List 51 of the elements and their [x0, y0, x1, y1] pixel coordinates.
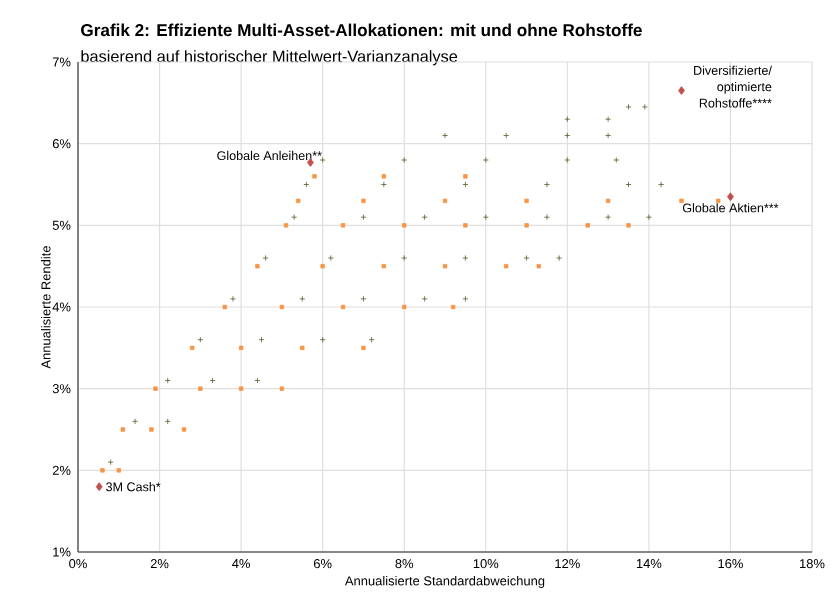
- point: [564, 132, 571, 139]
- point: [254, 377, 261, 384]
- point: [107, 459, 114, 466]
- point: [442, 132, 448, 139]
- point: [421, 295, 428, 302]
- chart-subtitle: basierend auf historischer Mittelwert-Varianzanalyse: [81, 50, 458, 66]
- point: [605, 214, 612, 221]
- point: [303, 181, 310, 188]
- point: [503, 132, 510, 139]
- point: [327, 255, 334, 261]
- point: [462, 181, 469, 188]
- point: [291, 214, 298, 221]
- point: [556, 255, 563, 261]
- point: [678, 86, 685, 95]
- point: [360, 214, 367, 221]
- point: [462, 295, 469, 302]
- point: [543, 214, 550, 221]
- point: [482, 214, 489, 221]
- point: [360, 295, 367, 302]
- point: [564, 157, 571, 163]
- point: [197, 336, 204, 343]
- point: [164, 377, 171, 384]
- point: [523, 255, 530, 261]
- point: [658, 181, 665, 188]
- point: [299, 295, 306, 302]
- point: [727, 192, 734, 202]
- point: [625, 103, 632, 110]
- point: [164, 418, 171, 425]
- point: [258, 336, 265, 343]
- point: [132, 418, 139, 425]
- point: [262, 255, 269, 261]
- point: [95, 482, 103, 492]
- point: [564, 116, 571, 123]
- point: [625, 181, 632, 188]
- point: [368, 336, 375, 343]
- point: [641, 103, 648, 110]
- point: [421, 214, 428, 221]
- chart-title: Grafik 2: Effiziente Multi-Asset-Allokationen: mit und ohne Rohstoffe: [81, 23, 642, 37]
- point: [209, 377, 216, 384]
- point: [462, 255, 469, 261]
- point: [645, 214, 652, 221]
- point: [401, 157, 408, 163]
- point: [401, 255, 408, 261]
- point: [319, 336, 326, 343]
- point: [543, 181, 550, 188]
- point: [605, 132, 612, 139]
- point: [229, 295, 236, 302]
- point: [605, 116, 612, 123]
- point: [380, 181, 387, 188]
- point: [613, 157, 620, 163]
- point: [482, 157, 489, 163]
